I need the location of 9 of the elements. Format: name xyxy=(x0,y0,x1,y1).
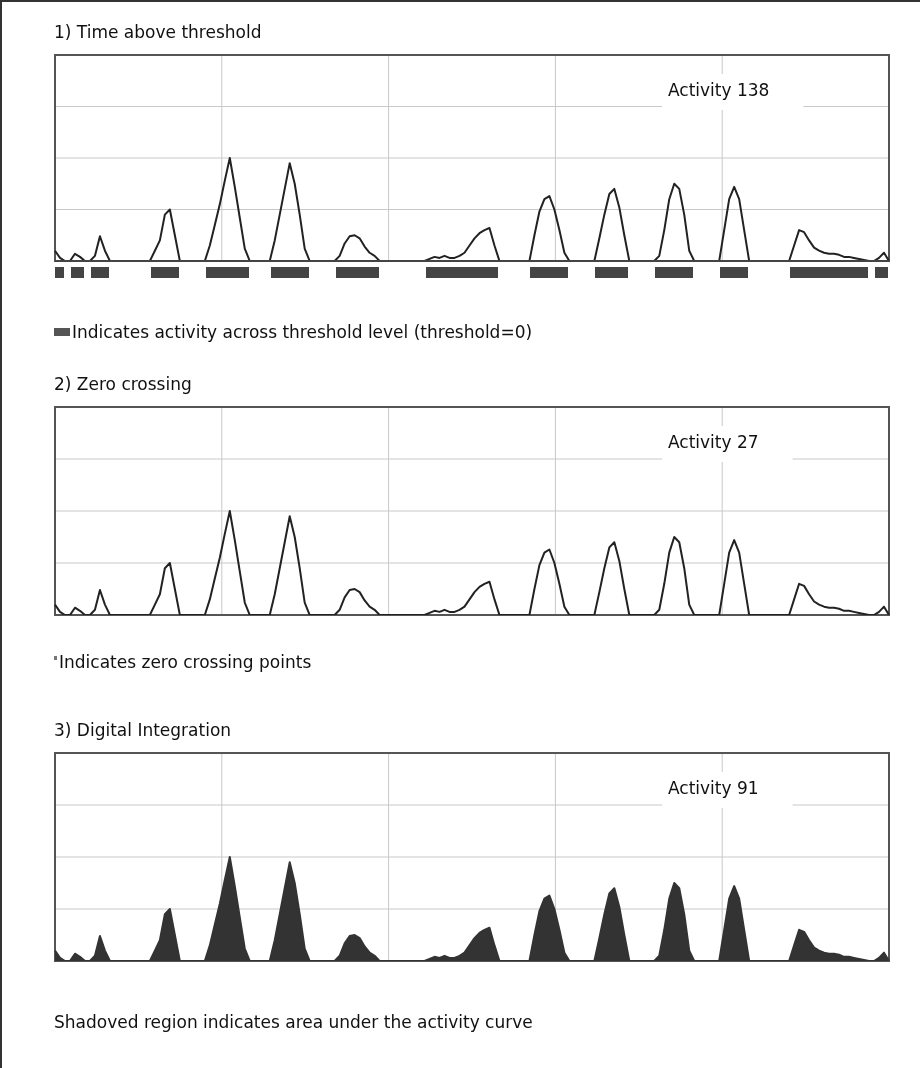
text: Activity 27 xyxy=(667,432,759,453)
text: Indicates activity across threshold level (threshold=0) xyxy=(72,322,533,342)
text: Activity 138 xyxy=(667,80,770,101)
text: Indicates zero crossing points xyxy=(59,652,312,672)
chart-title: 2) Zero crossing xyxy=(54,374,192,394)
text: Activity 91 xyxy=(667,778,759,799)
text: Shadoved region indicates area under the activity curve xyxy=(54,1012,533,1032)
chart-title: 1) Time above threshold xyxy=(54,22,262,42)
chart-title: 3) Digital Integration xyxy=(54,720,232,740)
